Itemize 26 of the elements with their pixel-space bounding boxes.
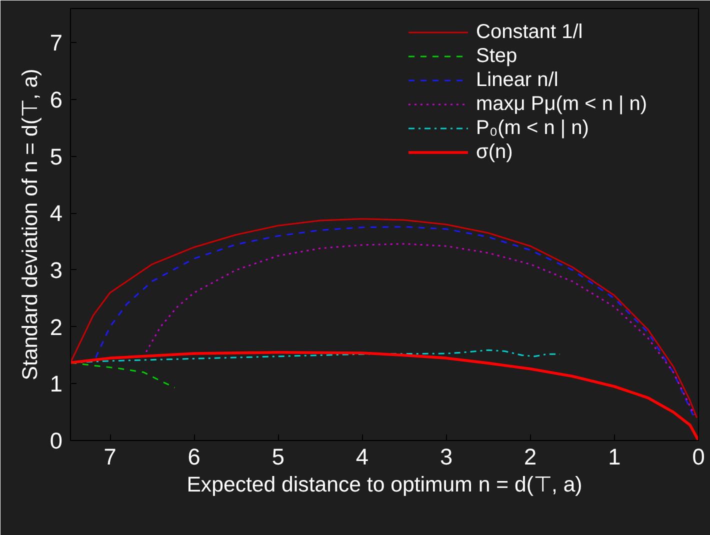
y-axis-title: Standard deviation of n = d(⊤, a) [18, 68, 42, 380]
legend-label: Step [476, 44, 518, 68]
x-tick-label: 7 [104, 444, 116, 470]
x-tick-label: 4 [356, 444, 369, 470]
legend-label: σ(n) [476, 140, 514, 164]
y-tick-label: 6 [50, 86, 63, 112]
line-series [145, 243, 696, 416]
y-tick-label: 7 [50, 30, 63, 56]
x-tick-label: 0 [692, 444, 705, 470]
x-tick-label: 3 [440, 444, 453, 470]
x-tick-label: 6 [188, 444, 200, 470]
legend-label: maxμ Pμ(m < n | n) [476, 92, 648, 116]
y-tick-label: 4 [50, 200, 63, 226]
legend-label: P₀(m < n | n) [476, 116, 590, 140]
y-tick-label: 0 [50, 428, 63, 454]
y-tick-label: 3 [50, 256, 63, 283]
line-series [70, 362, 176, 388]
x-axis-title: Expected distance to optimum n = d(⊤, a) [186, 472, 582, 496]
x-tick-label: 2 [524, 444, 537, 470]
legend-label: Constant 1/l [476, 20, 584, 44]
y-tick-label: 1 [50, 370, 63, 397]
x-tick-label: 1 [608, 444, 621, 470]
x-tick-label: 5 [272, 444, 284, 470]
y-tick-label: 5 [50, 143, 63, 170]
y-tick-label: 2 [50, 314, 63, 340]
legend-label: Linear n/l [476, 68, 560, 92]
